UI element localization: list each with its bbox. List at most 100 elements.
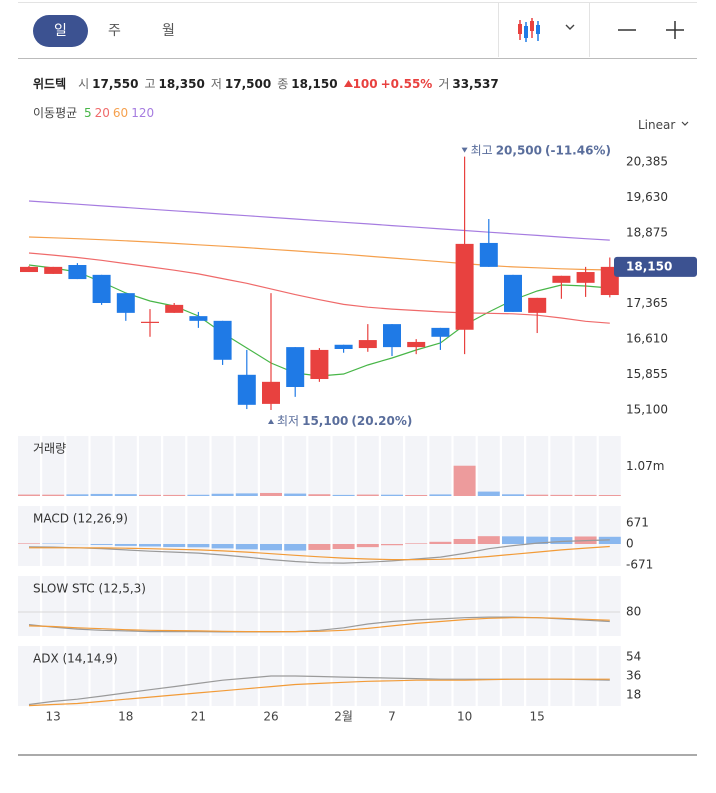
- candle-body: [116, 293, 135, 313]
- quote-value: 17,500: [224, 77, 272, 91]
- histogram-bar: [114, 543, 137, 546]
- quote-value: 33,537: [452, 77, 499, 91]
- candle-body: [407, 341, 426, 348]
- column-bg: [574, 576, 597, 636]
- histogram-bar: [381, 543, 403, 546]
- x-tick-label: 2월: [334, 710, 353, 724]
- x-tick-label: 7: [388, 710, 396, 724]
- column-bg: [429, 576, 452, 636]
- histogram-bar: [477, 536, 500, 544]
- volume-bar: [405, 495, 428, 496]
- column-bg: [429, 506, 452, 566]
- column-bg: [90, 436, 113, 496]
- divider: [589, 3, 590, 57]
- candle-body: [286, 347, 305, 387]
- candle-body: [334, 344, 353, 349]
- series-line: [28, 617, 610, 633]
- column-bg: [598, 576, 621, 636]
- column-bg: [453, 506, 476, 566]
- histogram-bar: [550, 537, 573, 544]
- histogram-bar: [405, 543, 428, 544]
- candle-body: [504, 274, 522, 312]
- legend-entry: 120: [131, 106, 155, 120]
- series-line: [28, 200, 610, 241]
- x-tick-label: 15: [530, 710, 545, 724]
- column-bg: [574, 646, 597, 706]
- candle-body: [383, 324, 401, 348]
- y-tick-label: 36: [626, 669, 641, 683]
- icon-part: [518, 24, 522, 34]
- candle-body: [552, 275, 571, 283]
- column-bg: [260, 436, 282, 496]
- column-bg: [526, 576, 549, 636]
- column-bg: [187, 646, 210, 706]
- column-bg: [235, 436, 258, 496]
- zoom-out-button[interactable]: [608, 12, 644, 48]
- column-bg: [381, 436, 403, 496]
- change-pct: +0.55%: [380, 77, 433, 91]
- column-bg: [139, 436, 161, 496]
- column-bg: [90, 506, 113, 566]
- annotation-pct: (-11.46%): [545, 143, 611, 157]
- column-bg: [477, 576, 500, 636]
- column-bg: [308, 506, 331, 566]
- column-bg: [260, 506, 282, 566]
- column-bg: [66, 506, 89, 566]
- column-bg: [114, 436, 137, 496]
- histogram-bar: [18, 543, 40, 544]
- annotation-pct: (20.20%): [351, 413, 412, 427]
- histogram-bar: [163, 543, 186, 547]
- chart-type-button[interactable]: [510, 12, 586, 48]
- y-tick-label: 18,875: [626, 225, 668, 239]
- period-tab[interactable]: 일: [33, 15, 88, 47]
- y-tick-label: 15,855: [626, 367, 668, 381]
- candle-body: [455, 243, 474, 330]
- column-bg: [429, 436, 452, 496]
- scale-dropdown[interactable]: Linear: [638, 118, 691, 132]
- column-bg: [332, 436, 355, 496]
- column-bg: [114, 506, 137, 566]
- column-bg: [502, 436, 524, 496]
- panel-title: MACD (12,26,9): [33, 512, 128, 526]
- volume-bar: [114, 494, 137, 496]
- quote-label: 시: [78, 77, 90, 91]
- icon-part: [524, 26, 528, 38]
- divider: [498, 3, 499, 57]
- period-tab[interactable]: 월: [162, 23, 175, 39]
- histogram-bar: [235, 543, 258, 550]
- candle-body: [310, 349, 329, 380]
- histogram-bar: [211, 543, 234, 549]
- zoom-in-button[interactable]: [656, 12, 692, 48]
- column-bg: [356, 436, 379, 496]
- annotation: 최고 20,500 (-11.46%): [471, 143, 611, 157]
- volume-bar: [526, 494, 549, 496]
- quote-value: 18,150: [291, 77, 338, 91]
- panel-title: 거래량: [33, 442, 66, 456]
- series-line: [28, 678, 610, 707]
- column-bg: [308, 576, 331, 636]
- volume-bar: [211, 493, 234, 496]
- legend-title: 이동평균: [33, 106, 78, 120]
- candle-body: [358, 340, 377, 349]
- volume-bar: [163, 494, 186, 496]
- candle-body: [68, 264, 87, 280]
- histogram-bar: [90, 543, 113, 545]
- period-tab[interactable]: 주: [108, 23, 121, 39]
- y-tick-label: -671: [626, 557, 653, 571]
- candle-body: [189, 316, 208, 321]
- scale-label: Linear: [638, 118, 676, 132]
- column-bg: [502, 576, 524, 636]
- y-tick-label: 54: [626, 649, 641, 663]
- column-bg: [405, 436, 428, 496]
- column-bg: [598, 646, 621, 706]
- candle-body: [479, 242, 498, 267]
- column-bg: [356, 576, 379, 636]
- column-bg: [66, 436, 89, 496]
- column-bg: [405, 506, 428, 566]
- histogram-bar: [260, 543, 282, 551]
- column-bg: [66, 646, 89, 706]
- quote-label: 저: [210, 77, 222, 91]
- volume-bar: [235, 493, 258, 496]
